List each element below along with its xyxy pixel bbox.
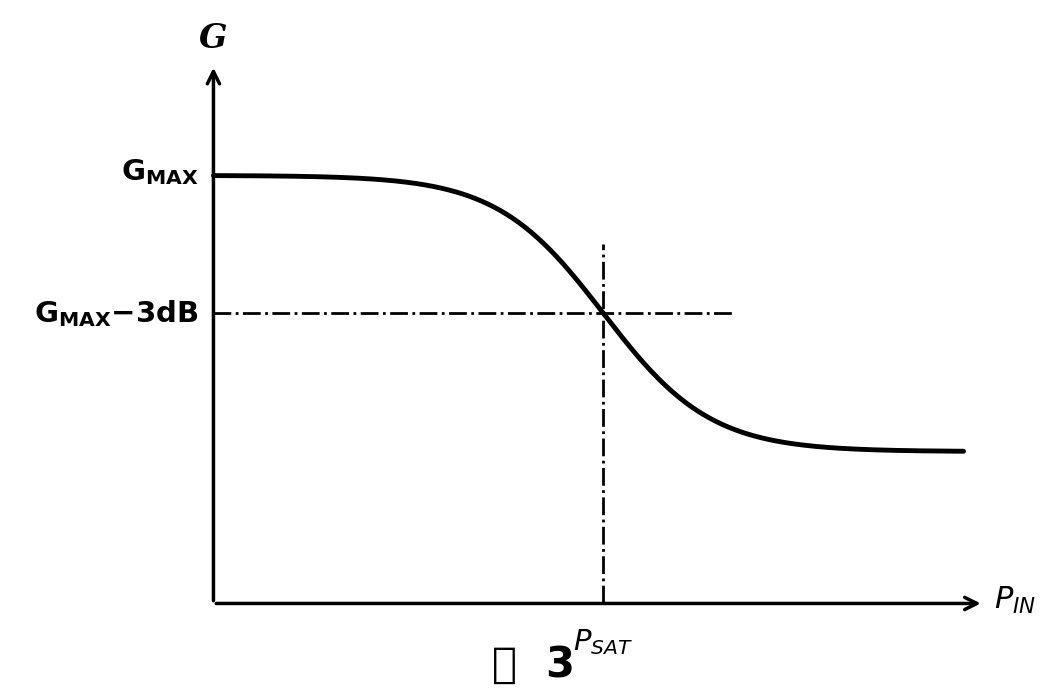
Text: $\mathbf{G}_{\mathbf{MAX}}\mathbf{-3dB}$: $\mathbf{G}_{\mathbf{MAX}}\mathbf{-3dB}$	[35, 298, 199, 329]
Text: 图  3: 图 3	[492, 644, 575, 686]
Text: $P_{IN}$: $P_{IN}$	[994, 585, 1036, 615]
Text: G: G	[199, 22, 228, 54]
Text: $\mathbf{G}_{\mathbf{MAX}}$: $\mathbf{G}_{\mathbf{MAX}}$	[121, 157, 199, 187]
Text: $P_{SAT}$: $P_{SAT}$	[573, 628, 634, 658]
